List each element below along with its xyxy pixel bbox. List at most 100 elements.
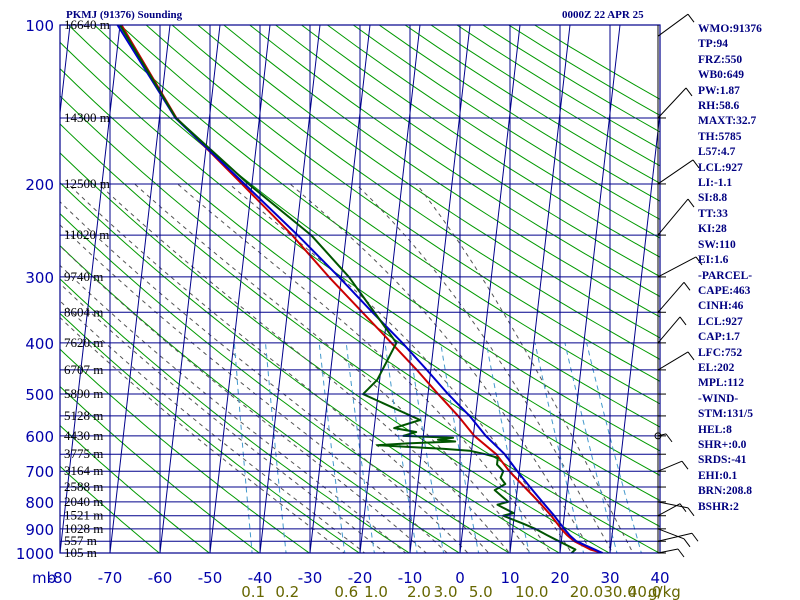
moist-adiabat bbox=[60, 264, 407, 553]
index-line: -PARCEL- bbox=[698, 269, 753, 282]
height-label: 4430 m bbox=[64, 428, 103, 443]
height-label: 12500 m bbox=[64, 176, 110, 191]
dry-adiabat bbox=[145, 25, 660, 382]
moist-adiabat bbox=[289, 183, 593, 553]
index-line: -WIND- bbox=[698, 392, 739, 405]
wind-barb bbox=[657, 532, 693, 542]
dry-adiabat bbox=[197, 25, 660, 339]
index-line: L57:4.7 bbox=[698, 146, 736, 159]
height-label: 8604 m bbox=[64, 304, 103, 319]
index-line: FRZ:550 bbox=[698, 53, 743, 66]
mixing-ratio-label: 40.0 bbox=[628, 583, 661, 600]
wind-barb bbox=[657, 548, 679, 554]
height-label: 557 m bbox=[64, 533, 97, 548]
temperature-trace bbox=[120, 25, 603, 553]
index-line: PW:1.87 bbox=[698, 84, 740, 97]
height-label: 6707 m bbox=[64, 362, 103, 377]
dry-adiabat bbox=[249, 25, 660, 298]
pressure-tick-label: 600 bbox=[25, 428, 54, 446]
dry-adiabat bbox=[60, 212, 511, 553]
wind-barb-flag bbox=[683, 281, 691, 291]
wind-barb-flag bbox=[687, 507, 695, 517]
mixing-ratio-label: 0.6 bbox=[334, 583, 358, 600]
moist-adiabat bbox=[60, 224, 448, 553]
index-line: CINH:46 bbox=[698, 300, 744, 313]
pressure-tick-label: 900 bbox=[25, 521, 54, 539]
temperature-tick-label: 20 bbox=[550, 569, 569, 587]
index-line: TP:94 bbox=[698, 38, 729, 51]
mixing-ratio-label: 0.2 bbox=[275, 583, 299, 600]
height-label: 105 m bbox=[64, 545, 97, 560]
mixing-ratio-label: 3.0 bbox=[434, 583, 458, 600]
height-label: 1521 m bbox=[64, 508, 103, 523]
index-line: TT:33 bbox=[698, 207, 728, 220]
index-line: EL:202 bbox=[698, 361, 735, 374]
index-line: STM:131/5 bbox=[698, 408, 753, 421]
wind-barb bbox=[657, 528, 685, 540]
parcel-trace bbox=[116, 25, 603, 553]
moist-adiabat bbox=[98, 183, 511, 553]
mixing-ratio-line bbox=[408, 342, 445, 553]
temperature-tick-label: -20 bbox=[348, 569, 373, 587]
height-label: 5890 m bbox=[64, 386, 103, 401]
temperature-tick-label: -50 bbox=[198, 569, 223, 587]
mixing-ratio-unit: g/kg bbox=[648, 583, 681, 600]
height-label: 2040 m bbox=[64, 494, 103, 509]
pressure-tick-label: 400 bbox=[25, 335, 54, 353]
wind-barb bbox=[657, 460, 683, 472]
wind-barb bbox=[657, 87, 687, 119]
index-line: MAXT:32.7 bbox=[698, 115, 757, 128]
dewpoint-trace bbox=[119, 25, 577, 553]
temperature-tick-label: -10 bbox=[398, 569, 423, 587]
wind-barb-flag bbox=[679, 316, 687, 326]
dry-adiabat bbox=[60, 424, 211, 553]
index-line: EHI:0.1 bbox=[698, 469, 738, 482]
indices-panel: WMO:91376 TP:94 FRZ:550 WB0:649 PW:1.87 RH:58… bbox=[698, 22, 798, 515]
station-title: PKMJ (91376) Sounding bbox=[66, 9, 183, 21]
wind-barb bbox=[657, 13, 689, 37]
wind-barb-flag bbox=[665, 433, 673, 443]
dry-adiabat bbox=[275, 25, 660, 278]
mixing-ratio-line bbox=[345, 342, 375, 553]
x-axis-unit-label: mb bbox=[32, 569, 56, 587]
index-line: SHR+:0.0 bbox=[698, 438, 747, 451]
mixing-ratio-line bbox=[318, 342, 346, 553]
wind-barb-flag bbox=[683, 538, 691, 548]
mixing-ratio-line bbox=[265, 342, 287, 553]
wind-barb-flag bbox=[695, 256, 703, 266]
wind-barb-flag bbox=[681, 460, 689, 470]
dry-adiabat bbox=[60, 465, 161, 553]
dry-adiabat bbox=[60, 68, 660, 502]
mixing-ratio-line bbox=[564, 342, 618, 553]
height-label: 9740 m bbox=[64, 269, 103, 284]
index-line: BRN:208.8 bbox=[698, 485, 752, 498]
pressure-tick-label: 800 bbox=[25, 494, 54, 512]
mixing-ratio-label: 1.0 bbox=[364, 583, 388, 600]
dry-adiabat bbox=[60, 182, 561, 553]
dry-adiabat bbox=[60, 312, 361, 553]
sounding-datetime: 0000Z 22 APR 25 bbox=[562, 9, 644, 21]
calm-wind-marker bbox=[654, 432, 662, 440]
wind-barb bbox=[657, 159, 694, 185]
temperature-tick-label: 40 bbox=[650, 569, 669, 587]
wind-barb bbox=[657, 351, 689, 371]
mixing-ratio-line bbox=[586, 342, 642, 553]
isotherm bbox=[359, 25, 421, 553]
pressure-tick-label: 500 bbox=[25, 386, 54, 404]
wind-barb bbox=[657, 501, 689, 509]
index-line: CAPE:463 bbox=[698, 284, 751, 297]
index-line: TH:5785 bbox=[698, 130, 742, 143]
height-label: 3775 m bbox=[64, 446, 103, 461]
index-line: LFC:752 bbox=[698, 346, 743, 359]
temperature-tick-label: 0 bbox=[455, 569, 465, 587]
mixing-ratio-line bbox=[534, 342, 585, 553]
wind-barb-flag bbox=[679, 503, 687, 513]
index-line: KI:28 bbox=[698, 223, 727, 236]
temperature-tick-label: 10 bbox=[500, 569, 519, 587]
wind-barb bbox=[657, 433, 667, 437]
index-line: LI:-1.1 bbox=[698, 177, 733, 190]
moist-adiabat bbox=[60, 316, 346, 553]
mixing-ratio-label: 10.0 bbox=[515, 583, 548, 600]
wind-barb bbox=[657, 281, 685, 313]
mixing-ratio-label: 0.1 bbox=[241, 583, 265, 600]
